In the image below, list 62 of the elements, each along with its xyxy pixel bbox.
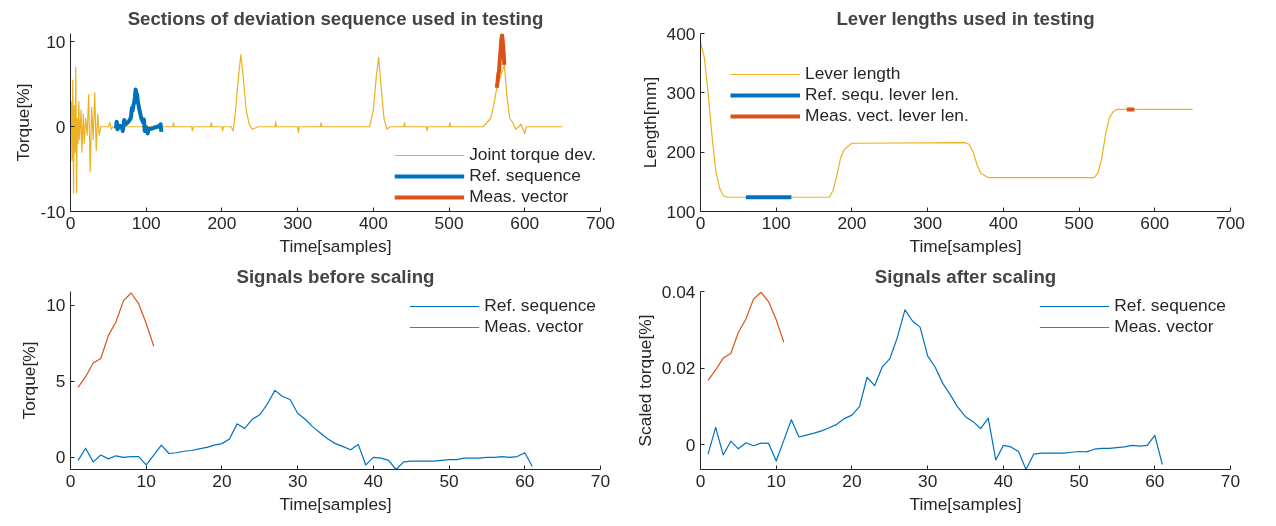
- y-tick-label: 400: [666, 23, 696, 44]
- y-axis-title: Torque[%]: [19, 341, 40, 420]
- y-tick-label: 300: [666, 82, 696, 103]
- y-axis-title: Torque[%]: [13, 83, 34, 162]
- chart-title: Signals before scaling: [236, 265, 435, 287]
- x-tick-label: 20: [842, 470, 862, 491]
- x-tick-label: 700: [1216, 212, 1245, 233]
- y-tick-label: 0: [685, 434, 696, 455]
- y-tick-label: 5: [55, 371, 66, 392]
- y-tick-label: 0: [55, 116, 66, 137]
- x-tick-label: 700: [586, 212, 615, 233]
- x-axis-title: Time[samples]: [909, 493, 1022, 514]
- x-tick-label: 400: [358, 212, 388, 233]
- x-tick-label: 40: [993, 470, 1013, 491]
- legend-label: Ref. sequence: [484, 295, 596, 316]
- legend-label: Meas. vect. lever len.: [805, 105, 969, 126]
- x-tick-label: 40: [363, 470, 383, 491]
- x-tick-label: 100: [761, 212, 791, 233]
- y-tick-label: -10: [40, 201, 66, 222]
- legend-label: Meas. vector: [469, 186, 569, 207]
- x-tick-label: 100: [131, 212, 161, 233]
- x-tick-label: 10: [136, 470, 156, 491]
- x-tick-label: 600: [1140, 212, 1170, 233]
- x-tick-label: 50: [439, 470, 459, 491]
- legend-label: Meas. vector: [1114, 316, 1214, 337]
- x-tick-label: 600: [510, 212, 540, 233]
- x-tick-label: 300: [913, 212, 943, 233]
- y-tick-label: 10: [46, 295, 66, 316]
- chart-title: Sections of deviation sequence used in testing: [127, 7, 544, 29]
- legend-label: Lever length: [805, 63, 901, 84]
- y-tick-label: 0: [55, 447, 66, 468]
- legend-label: Ref. sequ. lever len.: [805, 84, 960, 105]
- x-tick-label: 300: [283, 212, 313, 233]
- legend-label: Ref. sequence: [1114, 295, 1226, 316]
- chart-title: Lever lengths used in testing: [836, 7, 1095, 29]
- x-tick-label: 70: [590, 470, 611, 491]
- y-tick-label: 200: [666, 142, 696, 163]
- x-axis-title: Time[samples]: [279, 493, 392, 514]
- x-tick-label: 10: [766, 470, 786, 491]
- x-tick-label: 200: [207, 212, 237, 233]
- x-tick-label: 60: [1145, 470, 1165, 491]
- x-tick-label: 400: [988, 212, 1018, 233]
- legend-label: Meas. vector: [484, 316, 584, 337]
- legend-label: Ref. sequence: [469, 165, 581, 186]
- x-tick-label: 500: [434, 212, 464, 233]
- x-tick-label: 20: [212, 470, 232, 491]
- x-tick-label: 30: [288, 470, 308, 491]
- x-tick-label: 30: [918, 470, 938, 491]
- x-tick-label: 500: [1064, 212, 1094, 233]
- y-tick-label: 10: [46, 31, 66, 52]
- x-tick-label: 200: [837, 212, 867, 233]
- x-axis-title: Time[samples]: [909, 235, 1022, 256]
- x-tick-label: 50: [1069, 470, 1089, 491]
- x-tick-label: 70: [1220, 470, 1241, 491]
- y-axis-title: Scaled torque[%]: [634, 314, 655, 447]
- chart-title: Signals after scaling: [874, 265, 1057, 287]
- y-axis-title: Length[mm]: [639, 76, 660, 169]
- x-tick-label: 60: [515, 470, 535, 491]
- legend-label: Joint torque dev.: [469, 144, 596, 165]
- y-tick-label: 0.02: [661, 358, 696, 379]
- y-tick-label: 0.04: [661, 281, 696, 302]
- x-axis-title: Time[samples]: [279, 235, 392, 256]
